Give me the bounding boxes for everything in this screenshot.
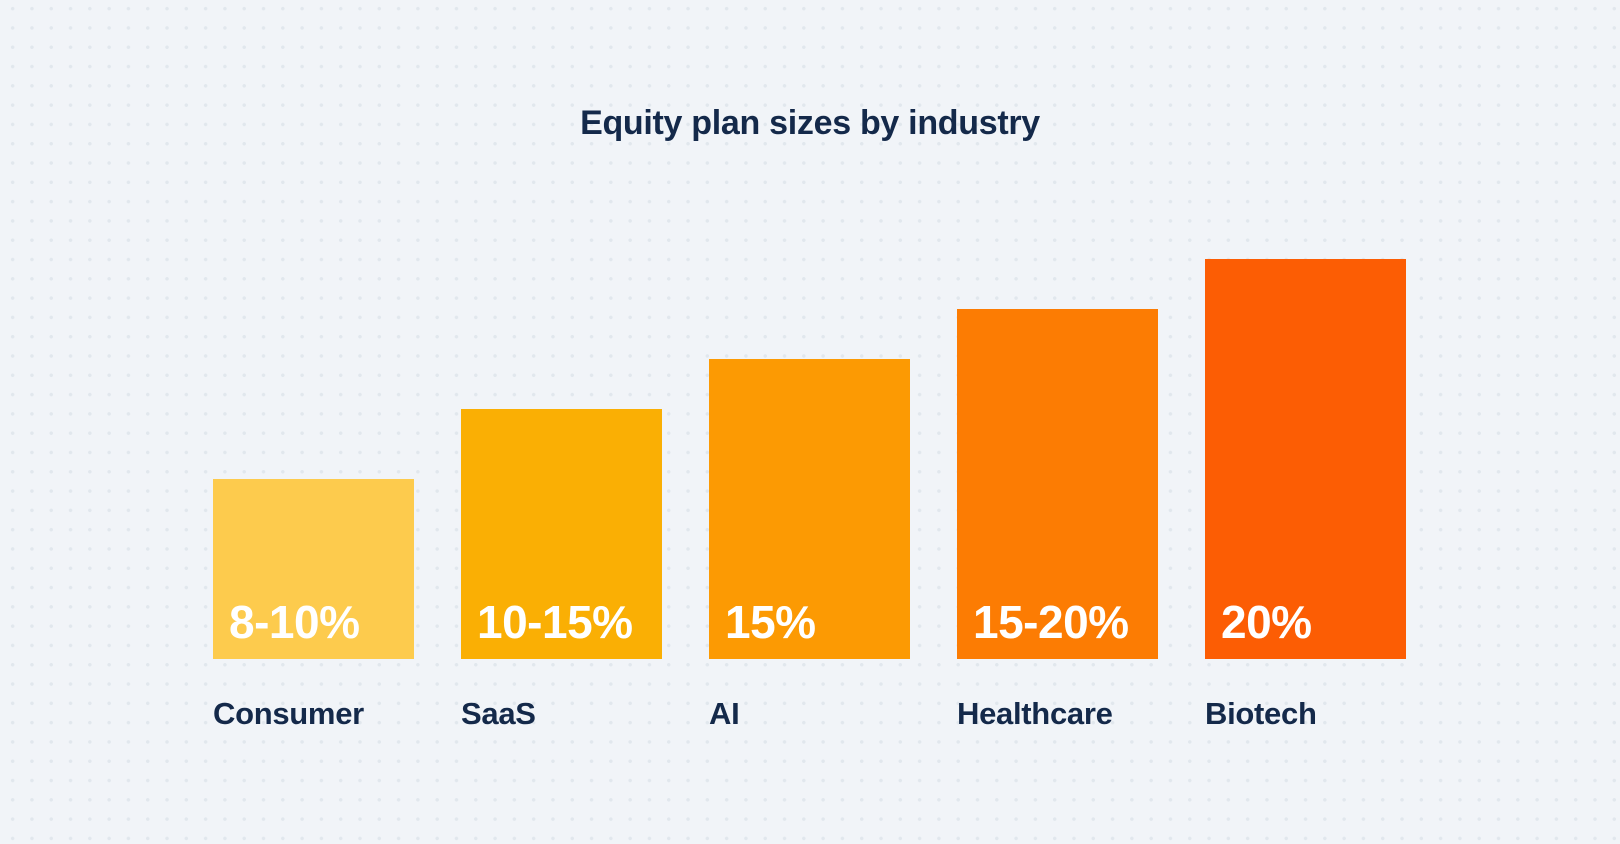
bar-saas: 10-15% — [461, 409, 662, 659]
bar-category-label: AI — [709, 696, 740, 731]
bar-value-label: 10-15% — [477, 596, 633, 648]
bar-column-biotech: 20% Biotech — [1205, 259, 1406, 731]
bar-column-consumer: 8-10% Consumer — [213, 479, 414, 731]
bar-column-saas: 10-15% SaaS — [461, 409, 662, 731]
bar-value-label: 15-20% — [973, 596, 1129, 648]
bar-value-label: 20% — [1221, 596, 1312, 648]
bar-biotech: 20% — [1205, 259, 1406, 659]
bar-category-label: Healthcare — [957, 696, 1113, 731]
bar-category-label: Consumer — [213, 696, 364, 731]
bar-value-label: 15% — [725, 596, 816, 648]
bar-value-label: 8-10% — [229, 596, 360, 648]
chart-title: Equity plan sizes by industry — [580, 104, 1040, 142]
bar-healthcare: 15-20% — [957, 309, 1158, 659]
bar-column-ai: 15% AI — [709, 359, 910, 731]
bar-category-label: SaaS — [461, 696, 536, 731]
bar-group: 8-10% Consumer 10-15% SaaS 15% AI 15-20% Health… — [213, 0, 1406, 731]
bar-column-healthcare: 15-20% Healthcare — [957, 309, 1158, 731]
bar-consumer: 8-10% — [213, 479, 414, 659]
bar-ai: 15% — [709, 359, 910, 659]
bar-category-label: Biotech — [1205, 696, 1317, 731]
